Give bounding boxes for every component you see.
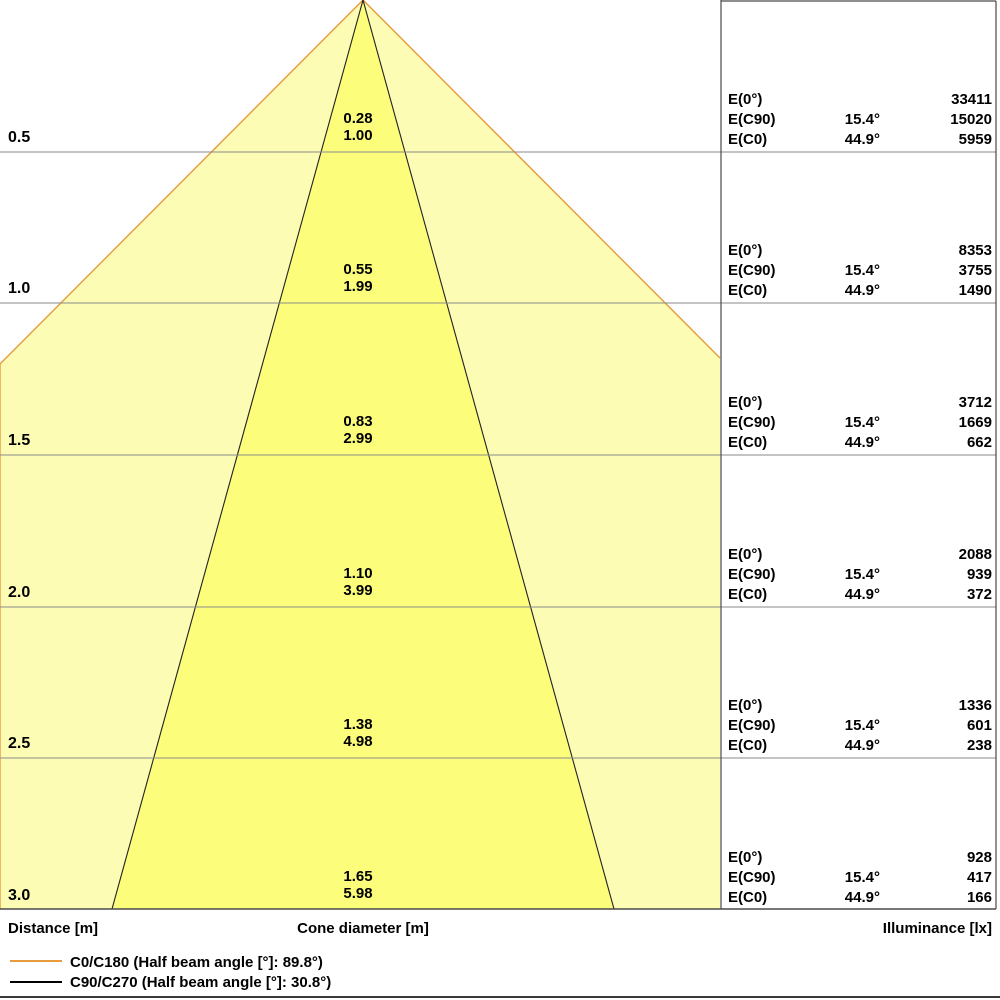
distance-tick-1.5: 1.5 [8, 432, 31, 449]
ec0-angle: 44.9° [844, 131, 880, 148]
ec90-label: E(C90) [728, 717, 776, 734]
cone-diameter-narrow: 0.83 [343, 413, 373, 430]
e0-value: 33411 [951, 91, 992, 108]
ec0-value: 5959 [958, 131, 992, 148]
ec0-value: 662 [966, 434, 992, 451]
e0-label: E(0°) [728, 697, 763, 714]
ec90-value: 15020 [950, 111, 992, 128]
e0-label: E(0°) [728, 242, 763, 259]
cone-diameter-1.0m: 0.55 1.99 [296, 261, 420, 295]
e0-label: E(0°) [728, 546, 763, 563]
cone-diameter-2.5m: 1.38 4.98 [296, 716, 420, 750]
legend-line-c90-c270 [10, 981, 62, 983]
ec0-label: E(C0) [728, 434, 768, 451]
axis-label-illuminance: Illuminance [lx] [882, 920, 992, 937]
ec90-label: E(C90) [728, 262, 776, 279]
ec0-angle: 44.9° [844, 434, 880, 451]
e0-label: E(0°) [728, 394, 763, 411]
distance-tick-2.5: 2.5 [8, 735, 31, 752]
ec0-angle: 44.9° [844, 282, 880, 299]
cone-diameter-narrow: 0.28 [343, 110, 373, 127]
ec90-label: E(C90) [728, 111, 776, 128]
cone-diameter-0.5m: 0.28 1.00 [296, 110, 420, 144]
ec0-label: E(C0) [728, 282, 768, 299]
wide-cone-outline [0, 0, 721, 909]
ec90-label: E(C90) [728, 869, 776, 886]
legend-label-c90-c270: C90/C270 (Half beam angle [°]: 30.8°) [70, 974, 332, 991]
ec0-label: E(C0) [728, 889, 768, 906]
distance-tick-3.0: 3.0 [8, 887, 31, 904]
ec90-angle: 15.4° [844, 566, 880, 583]
e0-value: 2088 [958, 546, 992, 563]
ec0-label: E(C0) [728, 737, 768, 754]
axis-label-cone-diameter: Cone diameter [m] [297, 920, 429, 937]
ec90-angle: 15.4° [844, 717, 880, 734]
ec0-label: E(C0) [728, 586, 768, 603]
cone-diameter-narrow: 0.55 [343, 261, 373, 278]
legend-line-c0-c180 [10, 960, 62, 962]
ec0-angle: 44.9° [844, 737, 880, 754]
cone-diameter-3.0m: 1.65 5.98 [296, 868, 420, 902]
e0-value: 3712 [958, 394, 992, 411]
cone-diameter-wide: 3.99 [343, 582, 373, 599]
e0-label: E(0°) [728, 91, 763, 108]
cone-diameter-wide: 4.98 [343, 733, 373, 750]
distance-tick-2.0: 2.0 [8, 584, 31, 601]
cone-diameter-narrow: 1.38 [343, 716, 373, 733]
legend-label-c0-c180: C0/C180 (Half beam angle [°]: 89.8°) [70, 954, 323, 971]
cone-diameter-1.5m: 0.83 2.99 [296, 413, 420, 447]
cone-diameter-wide: 5.98 [343, 885, 373, 902]
e0-value: 928 [966, 849, 992, 866]
ec90-angle: 15.4° [844, 111, 880, 128]
ec90-angle: 15.4° [844, 262, 880, 279]
axis-label-distance: Distance [m] [8, 920, 99, 937]
ec90-angle: 15.4° [844, 869, 880, 886]
cone-diameter-narrow: 1.65 [343, 868, 373, 885]
ec0-label: E(C0) [728, 131, 768, 148]
distance-tick-0.5: 0.5 [8, 129, 31, 146]
ec90-value: 1669 [958, 414, 992, 431]
ec90-label: E(C90) [728, 414, 776, 431]
ec90-value: 3755 [958, 262, 992, 279]
cone-diameter-wide: 1.99 [343, 278, 373, 295]
ec0-value: 238 [966, 737, 992, 754]
ec90-value: 417 [966, 869, 992, 886]
page-bottom-divider [0, 996, 1000, 998]
cone-diameter-wide: 2.99 [343, 430, 373, 447]
distance-tick-1.0: 1.0 [8, 280, 31, 297]
ec90-value: 939 [966, 566, 992, 583]
cone-diameter-2.0m: 1.10 3.99 [296, 565, 420, 599]
ec0-angle: 44.9° [844, 889, 880, 906]
ec90-label: E(C90) [728, 566, 776, 583]
ec0-value: 1490 [958, 282, 992, 299]
ec0-value: 372 [966, 586, 992, 603]
ec0-value: 166 [966, 889, 992, 906]
ec90-angle: 15.4° [844, 414, 880, 431]
e0-label: E(0°) [728, 849, 763, 866]
e0-value: 8353 [958, 242, 992, 259]
e0-value: 1336 [958, 697, 992, 714]
ec90-value: 601 [966, 717, 992, 734]
ec0-angle: 44.9° [844, 586, 880, 603]
cone-diameter-wide: 1.00 [343, 127, 373, 144]
cone-diameter-narrow: 1.10 [343, 565, 373, 582]
